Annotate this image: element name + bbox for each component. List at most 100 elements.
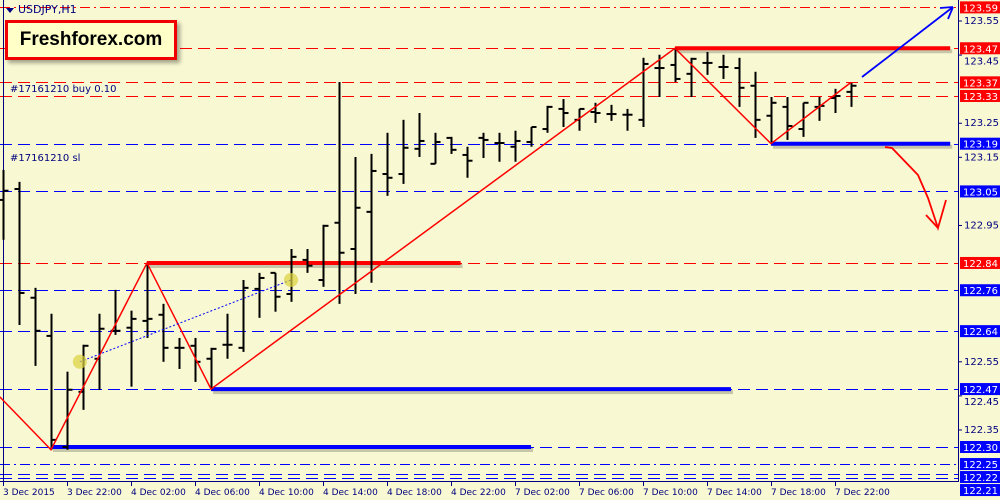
ohlc-bar <box>110 289 121 335</box>
ohlc-bar <box>382 132 393 196</box>
ohlc-bar <box>494 132 505 162</box>
ohlc-bar <box>94 313 105 390</box>
ohlc-bar <box>446 136 457 154</box>
price-tick-label: 123.15 <box>964 152 999 163</box>
time-tick-label: 3 Dec 22:00 <box>67 488 122 498</box>
price-flag-label: 123.47 <box>963 44 998 55</box>
ohlc-bar <box>14 181 25 325</box>
price-flag-label: 122.64 <box>963 327 998 338</box>
ohlc-bar <box>750 71 761 138</box>
time-tick-label: 7 Dec 18:00 <box>771 488 826 498</box>
price-flag-label: 122.30 <box>963 443 998 454</box>
ohlc-bar <box>318 224 329 287</box>
price-tick-label: 123.25 <box>964 118 999 129</box>
ohlc-bar <box>718 54 729 79</box>
price-flag <box>960 137 1000 150</box>
ohlc-bar <box>846 83 857 107</box>
price-tick-label: 122.55 <box>964 357 999 368</box>
ohlc-bar <box>526 125 537 147</box>
ohlc-bar <box>782 96 793 140</box>
price-flag-label: 123.19 <box>963 140 998 151</box>
time-tick-label: 4 Dec 22:00 <box>451 488 506 498</box>
ohlc-bar <box>558 99 569 127</box>
price-tick-label: 123.55 <box>964 16 999 27</box>
ohlc-bar <box>302 248 313 273</box>
price-flag <box>960 42 1000 55</box>
up-arrow-icon <box>861 6 954 78</box>
price-flag <box>960 458 1000 471</box>
down-arrow-icon <box>884 146 947 232</box>
ohlc-bar <box>366 153 377 283</box>
order-buy-label: #17161210 buy 0.10 <box>10 84 117 95</box>
ohlc-bar <box>126 310 137 387</box>
symbol-label[interactable]: USDJPY,H1 <box>6 3 77 16</box>
freshforex-logo: Freshforex.com <box>5 20 177 60</box>
time-tick-label: 4 Dec 06:00 <box>195 488 250 498</box>
ohlc-bar <box>430 132 441 165</box>
ohlc-bar <box>622 108 633 131</box>
ohlc-bar <box>238 280 249 352</box>
ohlc-bar <box>654 54 665 97</box>
price-flag <box>960 76 1000 89</box>
price-flag <box>960 284 1000 297</box>
price-tick-label: 122.45 <box>964 397 999 408</box>
ohlc-bar <box>510 130 521 162</box>
ohlc-bar <box>206 347 217 390</box>
price-flag <box>960 1 1000 14</box>
time-tick-label: 4 Dec 10:00 <box>259 488 314 498</box>
price-flag <box>960 256 1000 269</box>
price-flag <box>960 89 1000 102</box>
price-flag-label: 123.37 <box>963 78 998 89</box>
ohlc-bar <box>174 337 185 369</box>
price-flag <box>960 484 1000 497</box>
ohlc-bar <box>574 107 585 131</box>
trade-marker-icon <box>284 273 298 288</box>
price-tick-label: 123.45 <box>964 56 999 67</box>
time-tick-label: 7 Dec 22:00 <box>835 488 890 498</box>
ohlc-bar <box>0 169 9 240</box>
ohlc-bar <box>30 287 41 366</box>
ohlc-bar <box>462 146 473 178</box>
price-flag-label: 122.47 <box>963 385 998 396</box>
price-flag-label: 122.22 <box>963 473 998 484</box>
ohlc-bar <box>270 271 281 312</box>
price-flag-label: 122.25 <box>963 460 998 471</box>
time-tick-label: 7 Dec 10:00 <box>643 488 698 498</box>
price-flag-label: 122.76 <box>963 286 998 297</box>
ohlc-bar <box>638 57 649 127</box>
price-flag <box>960 471 1000 484</box>
ohlc-bar <box>670 47 681 83</box>
trade-dotted-line <box>79 279 292 363</box>
time-tick-label: 4 Dec 02:00 <box>131 488 186 498</box>
price-flag <box>960 185 1000 198</box>
zigzag-line <box>0 47 852 451</box>
price-flag-label: 122.21 <box>963 486 998 497</box>
time-tick-label: 4 Dec 18:00 <box>387 488 442 498</box>
ohlc-bar <box>414 113 425 157</box>
time-tick-label: 7 Dec 14:00 <box>707 488 762 498</box>
ohlc-bar <box>142 263 153 338</box>
ohlc-bar <box>766 96 777 142</box>
ohlc-bar <box>158 303 169 362</box>
trade-marker-icon <box>72 354 87 369</box>
ohlc-bar <box>350 156 361 294</box>
dropdown-triangle-icon <box>6 7 14 13</box>
price-flag-label: 122.84 <box>963 259 998 270</box>
ohlc-bar <box>798 101 809 137</box>
ohlc-bar <box>78 344 89 410</box>
time-tick-label: 4 Dec 14:00 <box>323 488 378 498</box>
time-tick-label: 7 Dec 06:00 <box>579 488 634 498</box>
symbol-text: USDJPY,H1 <box>18 3 77 16</box>
price-flag-label: 123.33 <box>963 92 998 103</box>
ohlc-bar <box>734 57 745 107</box>
price-flag-label: 123.05 <box>963 187 998 198</box>
ohlc-bar <box>46 313 57 450</box>
price-flag <box>960 383 1000 396</box>
ohlc-bar <box>606 104 617 121</box>
ohlc-bar <box>398 119 409 184</box>
ohlc-bar <box>222 313 233 359</box>
ohlc-bar <box>254 272 265 318</box>
price-tick-label: 122.95 <box>964 220 999 231</box>
ohlc-bar <box>702 52 713 75</box>
